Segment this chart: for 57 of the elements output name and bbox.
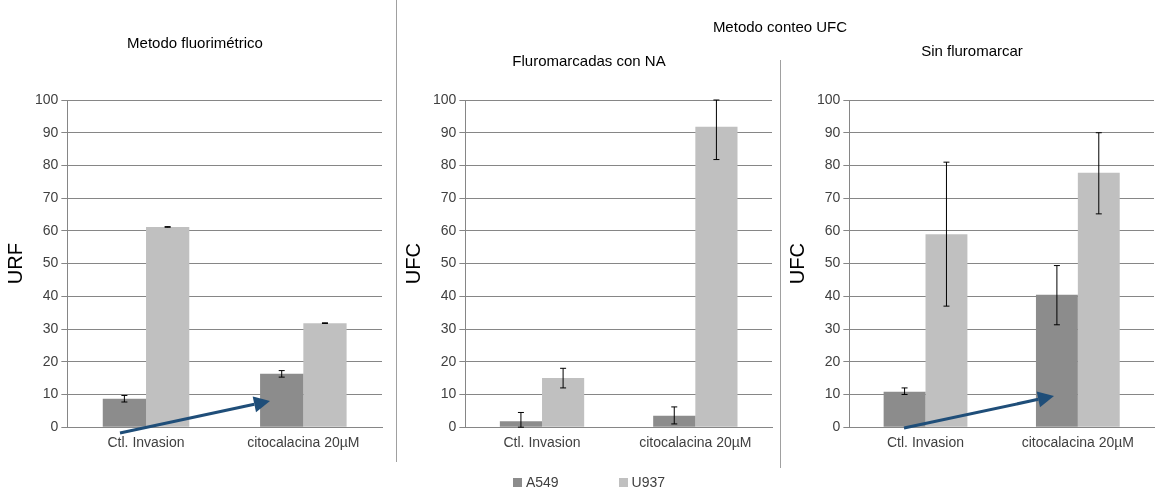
bar (146, 226, 190, 427)
y-tick-label: 60 (440, 221, 457, 238)
bar (695, 126, 738, 427)
bar (925, 234, 968, 427)
bar (542, 378, 585, 427)
y-tick-label: 70 (42, 189, 59, 206)
x-tick-label: Ctl. Invasion (887, 434, 965, 451)
y-tick-label: 100 (433, 90, 457, 107)
chart-title: Sin fluromarcar (920, 42, 1024, 59)
y-tick-label: 0 (50, 418, 59, 435)
y-tick-label: 90 (824, 123, 841, 140)
chart-title: Metodo conteo UFC (711, 18, 849, 35)
y-axis-title: UFC (785, 243, 808, 285)
y-tick-label: 60 (42, 221, 59, 238)
y-tick-label: 10 (440, 385, 457, 402)
bar (653, 415, 696, 427)
y-tick-label: 0 (448, 418, 457, 435)
y-tick-label: 30 (42, 319, 59, 336)
y-tick-label: 0 (832, 418, 841, 435)
chart-title: Metodo fluorimétrico (126, 34, 264, 51)
y-tick-label: 40 (42, 287, 59, 304)
y-tick-label: 80 (824, 156, 841, 173)
y-tick-label: 50 (824, 254, 841, 271)
y-tick-label: 30 (824, 319, 841, 336)
bar (499, 421, 543, 427)
y-tick-label: 40 (440, 287, 457, 304)
y-tick-label: 100 (817, 90, 841, 107)
x-tick-label: Ctl. Invasion (107, 434, 185, 451)
y-tick-label: 40 (824, 287, 841, 304)
y-tick-label: 80 (42, 156, 59, 173)
y-tick-label: 60 (824, 221, 841, 238)
legend-label: U937 (631, 474, 666, 490)
y-tick-label: 20 (42, 352, 59, 369)
y-tick-label: 50 (42, 254, 59, 271)
x-tick-label: citocalacina 20µM (1021, 434, 1135, 451)
y-tick-label: 10 (42, 385, 59, 402)
chart-subtitle: Fluromarcadas con NA (511, 52, 667, 69)
y-tick-label: 90 (440, 123, 457, 140)
bar (303, 323, 347, 427)
y-tick-label: 80 (440, 156, 457, 173)
y-tick-label: 50 (440, 254, 457, 271)
y-tick-label: 20 (824, 352, 841, 369)
y-tick-label: 70 (440, 189, 457, 206)
y-tick-label: 70 (824, 189, 841, 206)
y-tick-label: 100 (35, 90, 59, 107)
y-tick-label: 20 (440, 352, 457, 369)
y-axis-title: UFC (401, 243, 424, 285)
x-tick-label: citocalacina 20µM (639, 434, 752, 451)
bar (102, 398, 147, 427)
y-tick-label: 90 (42, 123, 59, 140)
y-axis-title: URF (3, 243, 26, 285)
x-tick-label: Ctl. Invasion (503, 434, 581, 451)
bar (1077, 172, 1120, 427)
x-tick-label: citocalacina 20µM (247, 434, 360, 451)
legend-label: A549 (525, 474, 559, 490)
y-tick-label: 30 (440, 319, 457, 336)
y-tick-label: 10 (824, 385, 841, 402)
